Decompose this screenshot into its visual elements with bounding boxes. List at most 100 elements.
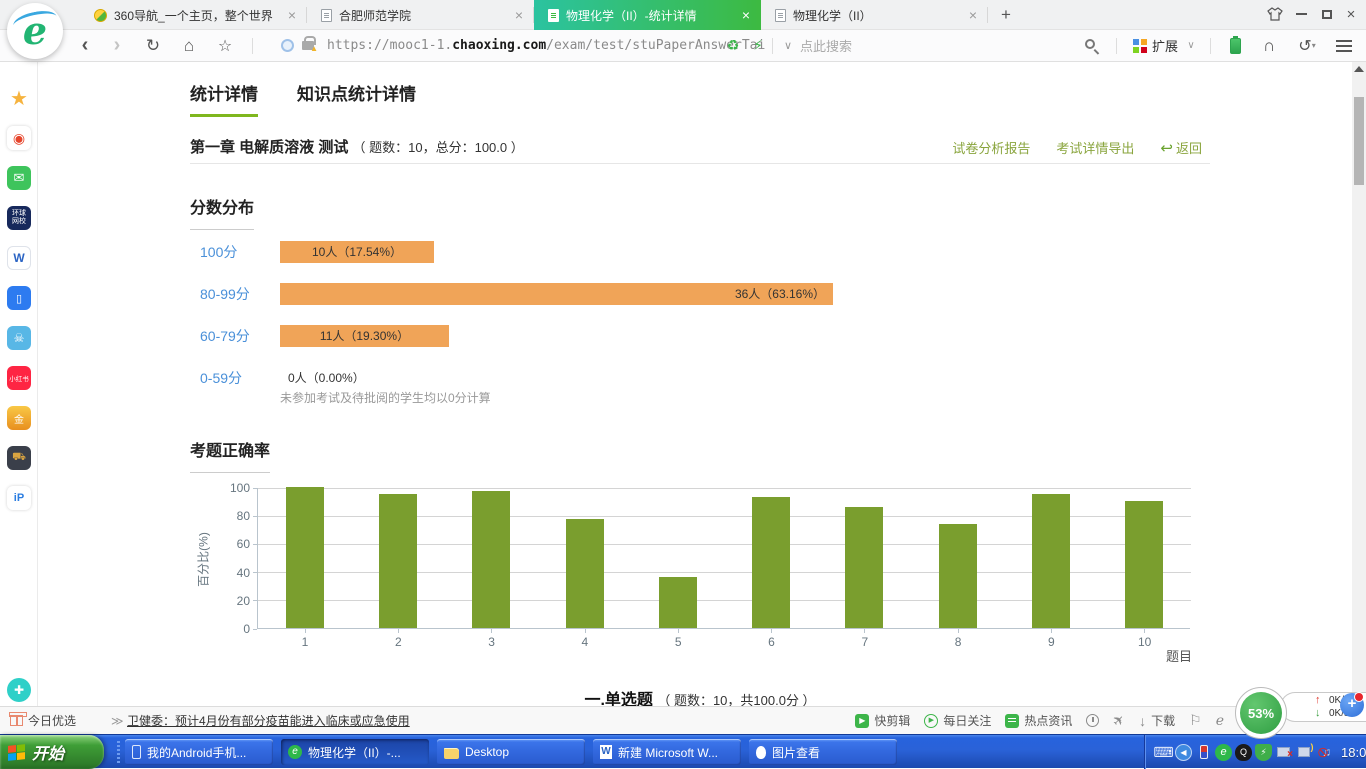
browser-360-icon[interactable]: e [1215, 743, 1232, 761]
scrollbar[interactable] [1352, 62, 1366, 706]
search-icon[interactable] [1085, 39, 1095, 49]
x-tick [397, 629, 399, 633]
mail-icon[interactable]: ✉ [7, 166, 31, 190]
browser-tab[interactable]: 物理化学（II） × [761, 0, 988, 30]
taskbar-button[interactable]: W 新建 Microsoft W... [593, 739, 741, 765]
menu-icon[interactable] [1336, 40, 1352, 52]
download-tool[interactable]: ↓ 下载 [1139, 712, 1175, 729]
browser-tab[interactable]: 360导航_一个主页，整个世界 × [80, 0, 307, 30]
wireless-icon[interactable]: ) [1295, 743, 1314, 761]
score-range-label: 100分 [200, 244, 238, 260]
taskbar-button[interactable]: 我的Android手机... [125, 739, 273, 765]
battery-icon[interactable] [1195, 744, 1212, 761]
flag-tool[interactable]: ⚐ [1189, 712, 1202, 729]
upload-speed: 0K/s [1329, 695, 1350, 706]
maximize-button[interactable] [1314, 0, 1340, 28]
gift-icon [9, 712, 27, 726]
game-gold-icon[interactable]: 金 [7, 406, 31, 430]
collapse-icon[interactable]: ◀ [1175, 743, 1192, 761]
hot-news-tool[interactable]: 热点资讯 [1005, 712, 1072, 729]
tab-title: 合肥师范学院 [339, 8, 412, 23]
add-panel-icon[interactable]: ✚ [7, 678, 31, 702]
pp-assistant-icon[interactable]: iP [7, 486, 31, 510]
chevron-down-icon[interactable]: ∨ [783, 40, 793, 52]
ie-tool[interactable]: e [1216, 713, 1224, 729]
speed-boost-icon[interactable]: ⚡ [753, 37, 763, 53]
tab-close-icon[interactable]: × [514, 7, 523, 23]
net-error-icon[interactable]: × [1275, 744, 1293, 761]
extensions-label[interactable]: 扩展 [1152, 39, 1179, 54]
tab-close-icon[interactable]: × [968, 7, 977, 23]
start-button[interactable]: 开始 [0, 735, 104, 769]
xiaohongshu-icon[interactable]: 小红书 [7, 366, 31, 390]
shield-icon[interactable]: ⚡ [1255, 743, 1272, 761]
skin-icon[interactable] [1262, 0, 1288, 28]
favorites-star-icon[interactable]: ★ [10, 87, 28, 110]
new-tab-button[interactable]: + [1001, 5, 1011, 24]
chart-bar [845, 506, 884, 628]
keyboard-icon[interactable]: ⌨ [1153, 743, 1174, 760]
huanqiu-wangxiao-icon[interactable]: 环球 网校 [7, 206, 31, 230]
scroll-up-arrow-icon[interactable] [1354, 66, 1364, 72]
memory-speed-ball[interactable]: 53% [1235, 687, 1287, 739]
extensions-icon[interactable] [1133, 39, 1147, 53]
search-input[interactable]: 点此搜索 [800, 39, 853, 54]
tab-title: 物理化学（II）-统计详情 [566, 8, 697, 23]
tab-knowledge-statistics[interactable]: 知识点统计详情 [297, 85, 416, 104]
reading-mode-icon[interactable] [1230, 36, 1241, 54]
forward-button[interactable]: › [113, 34, 121, 56]
game-battle-icon[interactable]: ⛟ [7, 446, 31, 470]
today-picks-link[interactable]: 今日优选 [9, 707, 76, 734]
minimize-button[interactable] [1288, 0, 1314, 28]
paper-analysis-report-link[interactable]: 试卷分析报告 [952, 141, 1031, 156]
news-ticker-link[interactable]: 卫健委：预计4月份有部分疫苗能进入临床或应急使用 [127, 714, 410, 728]
y-tick-label: 100 [229, 481, 250, 495]
extensions-chevron-icon[interactable]: ∨ [1187, 40, 1195, 51]
accuracy-chart-heading: 考题正确率 [190, 437, 271, 473]
browser-tab[interactable]: 物理化学（II）-统计详情 × [534, 0, 761, 30]
scrollbar-thumb[interactable] [1354, 97, 1364, 185]
system-tray: ⌨◀ eQ⚡×) ♫⃠ 18:00 [1144, 735, 1366, 769]
tab-statistics-detail[interactable]: 统计详情 [190, 80, 258, 117]
address-bar[interactable]: https://mooc1-1.chaoxing.com/exam/test/s… [327, 38, 766, 53]
flag-icon: ⚐ [1189, 712, 1202, 728]
word-doc-icon[interactable]: W [7, 246, 31, 270]
tool-label: 快剪辑 [874, 714, 911, 728]
tab-close-icon[interactable]: × [287, 7, 296, 23]
undo-closed-tab-icon[interactable]: ↺ ▾ [1298, 37, 1316, 55]
browser-status-bar: 今日优选 ≫ 卫健委：预计4月份有部分疫苗能进入临床或应急使用 ▶ 快剪辑 ▶ 每日关… [0, 706, 1366, 734]
history-tool[interactable] [1086, 714, 1100, 727]
close-window-button[interactable]: × [1346, 5, 1356, 23]
taskbar-button[interactable]: e 物理化学（II）-... [281, 739, 429, 765]
taskbar-button[interactable]: Desktop [437, 739, 585, 765]
weibo-icon[interactable]: ◉ [7, 126, 31, 150]
quick-clip-tool[interactable]: ▶ 快剪辑 [855, 712, 910, 729]
tab-close-icon[interactable]: × [741, 7, 750, 23]
ad-filter-icon[interactable]: ♻ [726, 37, 740, 53]
taskbar-button[interactable]: 图片查看 [749, 739, 897, 765]
volume-muted-icon[interactable]: ♫⃠ [1322, 745, 1331, 759]
home-icon[interactable]: ⌂ [183, 35, 195, 55]
gridline [258, 487, 1191, 489]
page-icon [775, 8, 786, 22]
browser-tab[interactable]: 合肥师范学院 × [307, 0, 534, 30]
game-pirate-icon[interactable]: ☠ [7, 326, 31, 350]
refresh-icon[interactable]: ↻ [145, 35, 161, 55]
tab-title: 360导航_一个主页，整个世界 [114, 8, 273, 23]
rocket-tool[interactable]: ✈ [1109, 710, 1129, 730]
browser-360-logo[interactable]: e [7, 3, 63, 59]
exam-detail-export-link[interactable]: 考试详情导出 [1056, 141, 1135, 156]
return-link[interactable]: ↩ 返回 [1160, 140, 1202, 157]
exam-actions: 试卷分析报告 考试详情导出 ↩ 返回 [952, 138, 1202, 157]
favorite-star-icon[interactable]: ☆ [217, 37, 233, 55]
score-range-label: 60-79分 [200, 328, 250, 344]
site-info-icon[interactable] [281, 39, 294, 52]
back-button[interactable]: ‹ [81, 34, 89, 56]
news-chevron-icon[interactable]: ≫ [111, 713, 124, 728]
notebook-icon[interactable]: ▯ [7, 286, 31, 310]
y-tick [253, 628, 257, 630]
headphones-icon[interactable]: ∩ [1262, 35, 1276, 55]
feedback-plus-button[interactable]: + [1340, 692, 1364, 717]
daily-follow-tool[interactable]: ▶ 每日关注 [924, 712, 991, 729]
qq-icon[interactable]: Q [1235, 743, 1252, 761]
